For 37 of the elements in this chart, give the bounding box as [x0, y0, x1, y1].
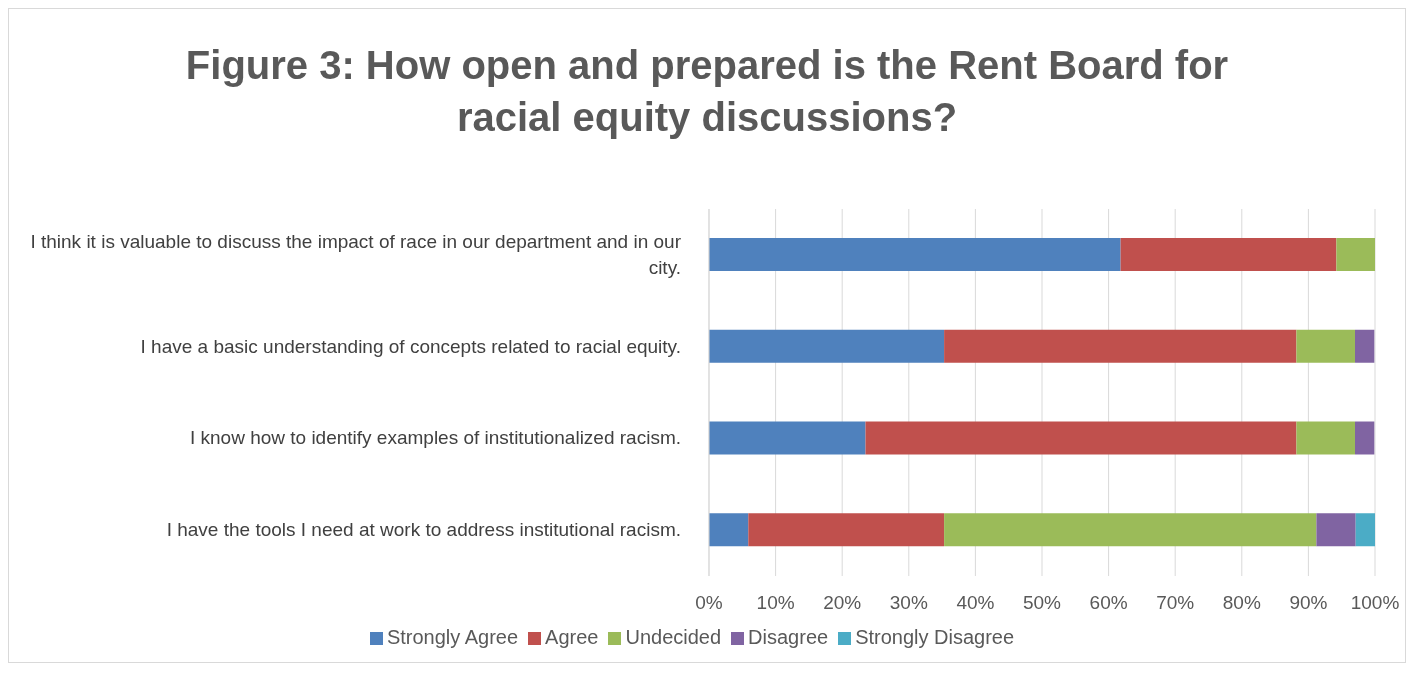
- chart-title: Figure 3: How open and prepared is the Rent Board for racial equity discussions?: [184, 42, 1230, 141]
- x-tick-label: 70%: [1156, 592, 1195, 614]
- legend-label: Strongly Agree: [386, 626, 519, 648]
- bar: [1316, 513, 1356, 547]
- bar: [709, 238, 1121, 271]
- x-tick-label: 100%: [1350, 592, 1400, 614]
- bar: [944, 513, 1317, 547]
- y-tick-label: I know how to identify examples of institutionalized racism.: [189, 426, 681, 451]
- x-tick-label: 40%: [956, 592, 995, 614]
- bar: [1355, 421, 1375, 455]
- x-tick-label: 50%: [1022, 592, 1062, 614]
- x-tick-label: 90%: [1289, 592, 1328, 614]
- bar: [1336, 238, 1375, 271]
- bar: [748, 513, 945, 547]
- bar: [1355, 513, 1375, 547]
- bar: [1355, 329, 1375, 363]
- x-tick-label: 20%: [823, 592, 862, 614]
- x-tick-label: 10%: [756, 592, 795, 614]
- bar: [1296, 421, 1356, 455]
- bar: [709, 421, 866, 455]
- legend-label: Undecided: [625, 626, 722, 648]
- y-tick-label: I have a basic understanding of concepts related to racial equity.: [140, 334, 681, 359]
- x-tick-label: 80%: [1222, 592, 1261, 614]
- bar: [1296, 329, 1356, 363]
- bar: [709, 513, 749, 547]
- legend-label: Disagree: [748, 626, 829, 648]
- legend-label: Agree: [545, 626, 599, 648]
- y-tick-label: I think it is valuable to discuss the impact of race in our department and in our city.: [29, 229, 681, 280]
- bar: [865, 421, 1297, 455]
- bar: [944, 329, 1297, 363]
- x-tick-label: 60%: [1089, 592, 1128, 614]
- bar: [1120, 238, 1337, 271]
- x-tick-label: 30%: [889, 592, 928, 614]
- bar: [709, 329, 945, 363]
- x-tick-label: 0%: [695, 592, 723, 614]
- y-tick-label: I have the tools I need at work to address institutional racism.: [166, 518, 681, 543]
- legend-label: Strongly Disagree: [855, 626, 1015, 648]
